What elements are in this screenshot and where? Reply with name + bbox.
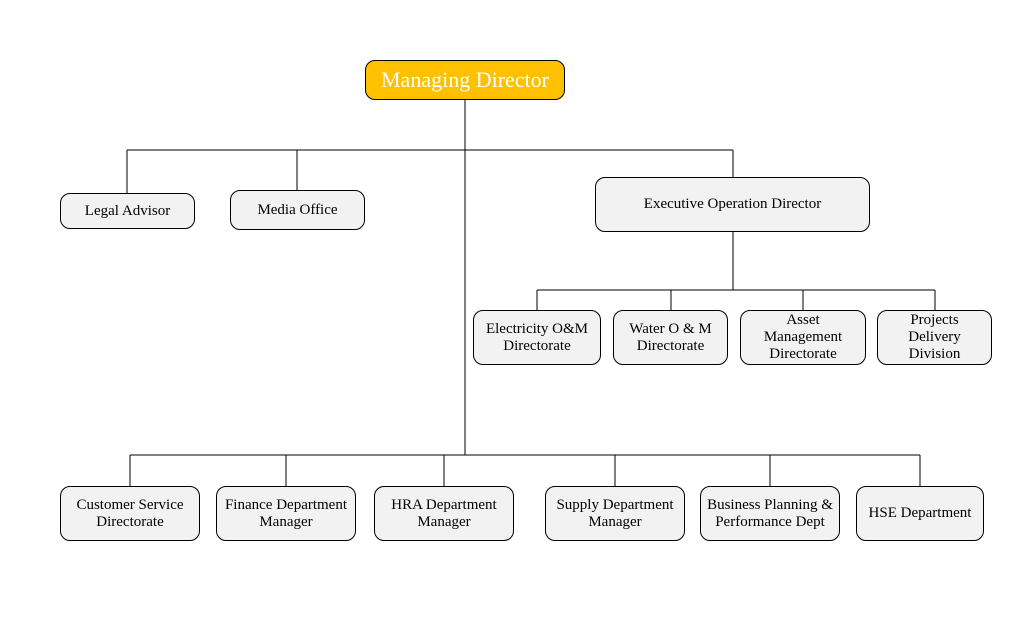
row2-node-asset-label: Asset Management Directorate bbox=[747, 312, 859, 363]
row1-node-media-label: Media Office bbox=[257, 202, 337, 219]
row3-node-hra: HRA Department Manager bbox=[374, 486, 514, 541]
row2-node-asset: Asset Management Directorate bbox=[740, 310, 866, 365]
root-node-label: Managing Director bbox=[381, 67, 549, 93]
row3-node-sup-label: Supply Department Manager bbox=[552, 497, 678, 531]
row1-node-media: Media Office bbox=[230, 190, 365, 230]
row3-node-fin-label: Finance Department Manager bbox=[223, 497, 349, 531]
row3-node-biz-label: Business Planning & Performance Dept bbox=[707, 497, 833, 531]
row1-node-legal-label: Legal Advisor bbox=[85, 203, 170, 220]
row3-node-cust-label: Customer Service Directorate bbox=[67, 497, 193, 531]
row3-node-hra-label: HRA Department Manager bbox=[381, 497, 507, 531]
row2-node-proj-label: Projects Delivery Division bbox=[884, 312, 985, 363]
row2-node-eom-label: Electricity O&M Directorate bbox=[480, 321, 594, 355]
row3-node-fin: Finance Department Manager bbox=[216, 486, 356, 541]
row2-node-water: Water O & M Directorate bbox=[613, 310, 728, 365]
row3-node-biz: Business Planning & Performance Dept bbox=[700, 486, 840, 541]
row3-node-hse: HSE Department bbox=[856, 486, 984, 541]
root-node: Managing Director bbox=[365, 60, 565, 100]
row2-node-eom: Electricity O&M Directorate bbox=[473, 310, 601, 365]
row3-node-sup: Supply Department Manager bbox=[545, 486, 685, 541]
row3-node-cust: Customer Service Directorate bbox=[60, 486, 200, 541]
row1-node-eod-label: Executive Operation Director bbox=[644, 196, 821, 213]
row2-node-proj: Projects Delivery Division bbox=[877, 310, 992, 365]
row2-node-water-label: Water O & M Directorate bbox=[620, 321, 721, 355]
row1-node-legal: Legal Advisor bbox=[60, 193, 195, 229]
row3-node-hse-label: HSE Department bbox=[869, 505, 972, 522]
row1-node-eod: Executive Operation Director bbox=[595, 177, 870, 232]
